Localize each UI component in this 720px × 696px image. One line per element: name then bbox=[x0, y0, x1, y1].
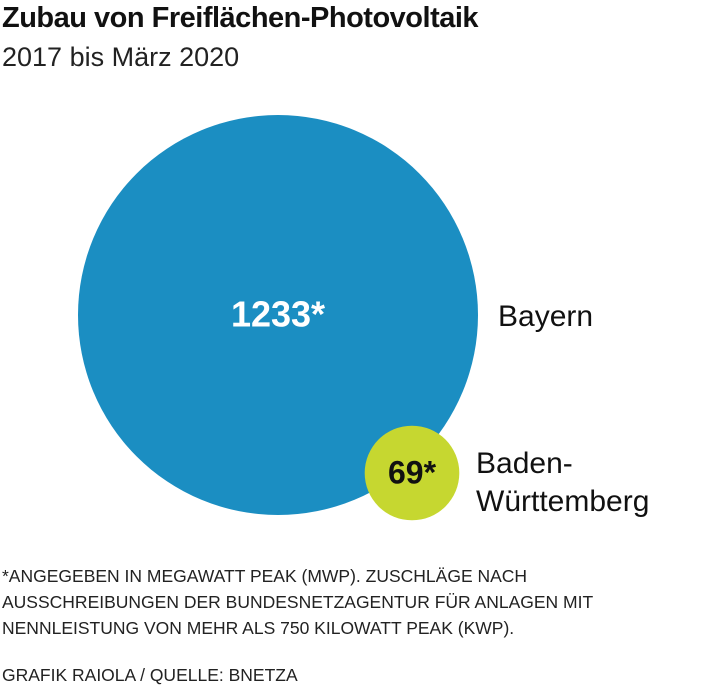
chart-subtitle: 2017 bis März 2020 bbox=[2, 42, 240, 72]
bubble bbox=[78, 115, 478, 515]
bubble bbox=[364, 425, 460, 521]
category-label: Bayern bbox=[498, 300, 594, 333]
footnote: *ANGEGEBEN IN MEGAWATT PEAK (MWP). ZUSCH… bbox=[2, 566, 593, 638]
category-label: Baden-Württemberg bbox=[476, 447, 650, 518]
chart: 1233* 69* bbox=[78, 115, 478, 521]
value-label: 1233* bbox=[231, 294, 325, 335]
source: GRAFIK RAIOLA / QUELLE: BNETZA bbox=[2, 665, 298, 685]
chart-title: Zubau von Freiflächen-Photovoltaik bbox=[2, 2, 479, 34]
value-label: 69* bbox=[388, 454, 437, 490]
